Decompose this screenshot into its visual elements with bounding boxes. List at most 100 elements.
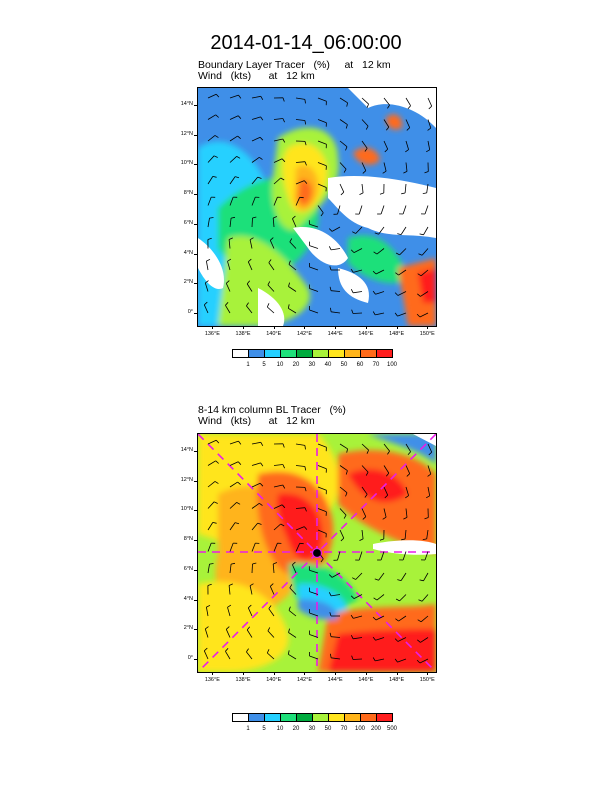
wind-barb-flag	[287, 650, 290, 655]
wind-barb-flag	[231, 216, 236, 219]
wind-barb	[204, 628, 209, 638]
wind-barb	[273, 138, 283, 142]
wind-barb	[317, 162, 327, 167]
wind-barb	[339, 486, 348, 494]
wind-barb-flag	[417, 639, 421, 643]
wind-barb-flag	[304, 99, 306, 104]
wind-barb-flag	[280, 523, 285, 527]
y-tick-label: 14°N	[180, 100, 193, 107]
wind-barb-flag	[329, 612, 332, 617]
wind-barb-flag	[260, 462, 264, 467]
wind-barb-flag	[246, 648, 249, 653]
wind-barb-flag	[350, 289, 354, 293]
wind-barb	[419, 658, 429, 664]
wind-barb-flag	[213, 155, 218, 158]
wind-barb	[375, 291, 385, 295]
wind-barb	[309, 634, 319, 638]
colorbar-swatch	[280, 713, 297, 722]
wind-barb-flag	[384, 494, 388, 499]
panel1-wind-barbs	[203, 93, 433, 318]
wind-barb	[383, 508, 387, 518]
x-tick-label: 148°E	[389, 331, 405, 337]
wind-barb-flag	[422, 192, 427, 194]
wind-barb	[400, 226, 407, 235]
wind-barb-flag	[418, 253, 423, 256]
wind-barb-flag	[236, 502, 241, 505]
wind-barb	[375, 269, 385, 275]
wind-barb	[247, 607, 253, 617]
x-tick-mark	[273, 672, 275, 675]
wind-barb-flag	[403, 171, 408, 174]
wind-barb-flag	[350, 635, 354, 639]
panel1-map-field	[198, 88, 436, 326]
wind-barb-flag	[395, 272, 399, 276]
wind-barb	[272, 563, 275, 574]
colorbar-label: 200	[370, 726, 382, 732]
wind-barb	[207, 218, 210, 228]
wind-barb	[251, 116, 261, 120]
colorbar-swatch	[232, 713, 249, 722]
wind-barb-flag	[237, 135, 241, 140]
wind-barb-flag	[214, 481, 219, 484]
wind-barb-flag	[234, 176, 240, 179]
wind-barb	[361, 508, 367, 517]
wind-barb	[317, 183, 327, 188]
wind-barb-flag	[397, 579, 402, 581]
wind-barb-flag	[260, 442, 264, 446]
wind-barb	[207, 93, 217, 99]
wind-barb	[295, 97, 305, 100]
wind-barb	[427, 486, 431, 496]
wind-barb	[339, 183, 345, 193]
wind-barb	[339, 529, 345, 539]
wind-barb	[288, 307, 297, 314]
wind-barb	[273, 504, 283, 509]
wind-barb	[295, 180, 305, 185]
wind-barb-flag	[246, 626, 251, 631]
wind-barb-flag	[379, 538, 384, 541]
wind-barb	[203, 304, 209, 314]
colorbar-label: 100	[386, 362, 398, 368]
wind-barb	[309, 591, 319, 595]
wind-barb	[397, 658, 407, 663]
wind-barb	[405, 465, 411, 474]
x-tick-mark	[365, 672, 367, 675]
wind-barb-flag	[226, 280, 230, 284]
wind-barb-flag	[281, 158, 286, 163]
wind-barb-flag	[266, 303, 270, 308]
wind-barb-flag	[209, 217, 214, 219]
wind-barb	[375, 658, 385, 662]
wind-barb	[273, 464, 283, 466]
wind-barb-flag	[292, 561, 296, 566]
colorbar-swatch	[312, 349, 329, 358]
colorbar-label: 10	[276, 726, 284, 732]
wind-barb-flag	[270, 237, 274, 241]
wind-barb	[399, 594, 407, 602]
wind-barb-flag	[345, 124, 348, 129]
wind-barb-flag	[382, 170, 387, 174]
wind-barb-flag	[280, 177, 285, 181]
wind-barb	[427, 465, 432, 475]
wind-barb-flag	[246, 302, 249, 307]
wind-barb-flag	[304, 507, 307, 512]
wind-barb	[288, 610, 297, 617]
wind-barb	[317, 97, 327, 102]
x-tick-label: 150°E	[419, 677, 435, 683]
wind-barb-flag	[234, 522, 240, 525]
wind-barb-flag	[330, 307, 332, 312]
colorbar-label: 40	[324, 362, 332, 368]
wind-barb	[404, 183, 407, 194]
wind-barb-flag	[364, 494, 368, 498]
colorbar-label: 70	[340, 726, 348, 732]
wind-barb-flag	[401, 538, 406, 541]
colorbar-swatch	[232, 349, 249, 358]
wind-barb	[289, 587, 297, 595]
x-tick-label: 146°E	[358, 677, 374, 683]
colorbar-swatch	[312, 713, 329, 722]
wind-barb-flag	[238, 94, 242, 99]
wind-barb	[207, 135, 216, 142]
wind-barb-flag	[238, 440, 242, 445]
wind-barb	[399, 248, 407, 256]
wind-barb-flag	[249, 583, 254, 587]
wind-barb	[331, 572, 341, 578]
wind-barb-flag	[329, 632, 332, 637]
